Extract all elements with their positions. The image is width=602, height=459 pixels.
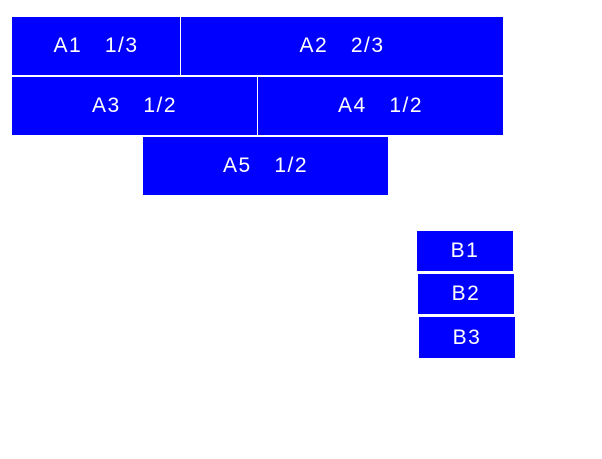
box-a1-label: A1 1/3 — [53, 34, 139, 57]
box-b1: B1 — [417, 231, 513, 271]
box-a4: A4 1/2 — [258, 77, 503, 135]
box-b1-label: B1 — [450, 239, 480, 262]
box-a3: A3 1/2 — [12, 77, 257, 135]
box-a4-label: A4 1/2 — [337, 94, 424, 117]
box-b2-label: B2 — [451, 282, 481, 305]
box-a5: A5 1/2 — [143, 137, 388, 195]
box-b3: B3 — [419, 317, 515, 358]
box-a5-label: A5 1/2 — [222, 154, 309, 177]
box-a1: A1 1/3 — [12, 17, 180, 75]
box-a2-label: A2 2/3 — [299, 34, 385, 57]
box-b2: B2 — [418, 274, 514, 314]
box-a2: A2 2/3 — [181, 17, 503, 75]
box-b3-label: B3 — [452, 325, 482, 349]
box-a3-label: A3 1/2 — [91, 94, 178, 117]
